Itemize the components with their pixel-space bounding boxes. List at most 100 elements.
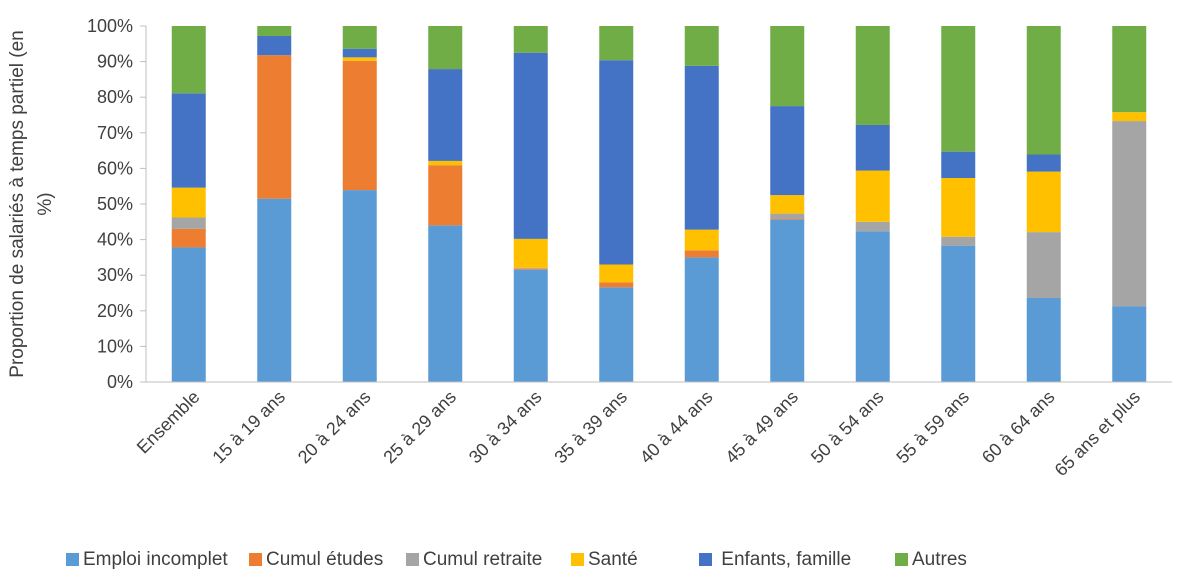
bar-segment <box>171 247 206 382</box>
x-tick-label: 50 à 54 ans <box>807 387 888 468</box>
y-tick-label: 90% <box>97 52 133 72</box>
bar-segment <box>257 198 292 382</box>
x-tick-label: Ensemble <box>133 387 204 458</box>
legend-swatch <box>249 553 262 566</box>
legend-swatch <box>66 553 79 566</box>
bar-segment <box>171 228 206 248</box>
y-axis-label: Proportion de salariés à temps partiel (… <box>7 30 56 377</box>
bar-segment <box>513 268 548 270</box>
bar-segment <box>684 65 719 230</box>
bar-segment <box>342 190 377 382</box>
bar-segment <box>599 287 634 382</box>
bar-segment <box>257 55 292 199</box>
bar-segment <box>1026 171 1061 233</box>
bar-segment <box>1112 121 1147 307</box>
bar-segment <box>1112 306 1147 382</box>
x-tick-label: 40 à 44 ans <box>636 387 717 468</box>
bar-segment <box>428 165 463 226</box>
bar-segment <box>513 269 548 382</box>
legend-label: Cumul études <box>266 549 383 570</box>
y-tick-label: 40% <box>97 230 133 250</box>
bar-segment <box>770 26 805 107</box>
x-tick-label: 65 ans et plus <box>1051 387 1144 480</box>
y-axis-ticks: 0% 10% 20% 30% 40% 50% 60% 70% 80% 90% 100% <box>87 16 146 392</box>
x-tick-label: 35 à 39 ans <box>550 387 631 468</box>
y-tick-label: 10% <box>97 336 133 356</box>
bar-segment <box>171 93 206 188</box>
bar-segment <box>770 195 805 214</box>
x-tick-label: 60 à 64 ans <box>978 387 1059 468</box>
legend-label: Santé <box>588 549 638 570</box>
bar-segment <box>855 124 890 171</box>
bar-segment <box>941 245 976 382</box>
bar-segment <box>171 26 206 94</box>
bar-segment <box>1026 232 1061 298</box>
bar-segment <box>1026 297 1061 382</box>
bar-segment <box>684 257 719 382</box>
legend-label: Emploi incomplet <box>83 549 228 570</box>
bar-segment <box>855 231 890 382</box>
legend-label: Enfants, famille <box>716 549 851 570</box>
bar-segment <box>770 218 805 220</box>
bar-segment <box>1026 154 1061 172</box>
bar-segment <box>941 178 976 237</box>
y-axis-title: Proportion de salariés à temps partiel (… <box>7 30 56 377</box>
y-tick-label: 0% <box>107 372 133 392</box>
bar-segment <box>770 219 805 382</box>
bar-segment <box>257 35 292 56</box>
bars <box>171 26 1147 382</box>
bar-segment <box>684 229 719 251</box>
bar-segment <box>428 160 463 166</box>
bar-segment <box>599 26 634 61</box>
x-tick-label: 30 à 34 ans <box>465 387 546 468</box>
bar-segment <box>599 264 634 283</box>
y-tick-label: 70% <box>97 123 133 143</box>
bar-segment <box>428 225 463 382</box>
bar-segment <box>941 151 976 179</box>
x-tick-label: 55 à 59 ans <box>892 387 973 468</box>
legend-label: Cumul retraite <box>423 549 542 570</box>
bar-segment <box>342 26 377 49</box>
bar-segment <box>770 106 805 196</box>
x-axis-ticks: Ensemble 15 à 19 ans 20 à 24 ans 25 à 29 an… <box>133 387 1144 480</box>
bar-segment <box>1112 26 1147 113</box>
x-tick-label: 15 à 19 ans <box>208 387 289 468</box>
y-tick-label: 100% <box>87 16 133 36</box>
bar-segment <box>428 69 463 161</box>
bar-segment <box>1026 26 1061 155</box>
y-tick-label: 30% <box>97 265 133 285</box>
bar-segment <box>599 60 634 265</box>
y-tick-label: 60% <box>97 158 133 178</box>
y-tick-label: 20% <box>97 301 133 321</box>
legend-swatch <box>571 553 584 566</box>
bar-segment <box>770 213 805 219</box>
bar-segment <box>941 26 976 152</box>
bar-segment <box>855 26 890 125</box>
x-tick-label: 45 à 49 ans <box>721 387 802 468</box>
y-tick-label: 50% <box>97 194 133 214</box>
x-tick-label: 25 à 29 ans <box>379 387 460 468</box>
bar-segment <box>855 170 890 222</box>
bar-segment <box>1112 112 1147 122</box>
bar-segment <box>599 282 634 288</box>
bar-segment <box>342 57 377 61</box>
legend: Emploi incomplet Cumul études Cumul retrai… <box>66 549 967 570</box>
y-tick-label: 80% <box>97 87 133 107</box>
bar-segment <box>941 236 976 246</box>
bar-segment <box>513 52 548 239</box>
bar-segment <box>513 267 548 269</box>
bar-segment <box>342 48 377 58</box>
bar-segment <box>513 238 548 268</box>
legend-swatch <box>895 553 908 566</box>
bar-segment <box>428 26 463 70</box>
bar-segment <box>171 217 206 229</box>
bar-segment <box>257 26 292 36</box>
x-tick-label: 20 à 24 ans <box>294 387 375 468</box>
bar-segment <box>855 221 890 232</box>
bar-segment <box>513 26 548 53</box>
bar-segment <box>171 187 206 218</box>
bar-segment <box>684 250 719 258</box>
legend-swatch <box>699 553 712 566</box>
bar-segment <box>684 26 719 66</box>
